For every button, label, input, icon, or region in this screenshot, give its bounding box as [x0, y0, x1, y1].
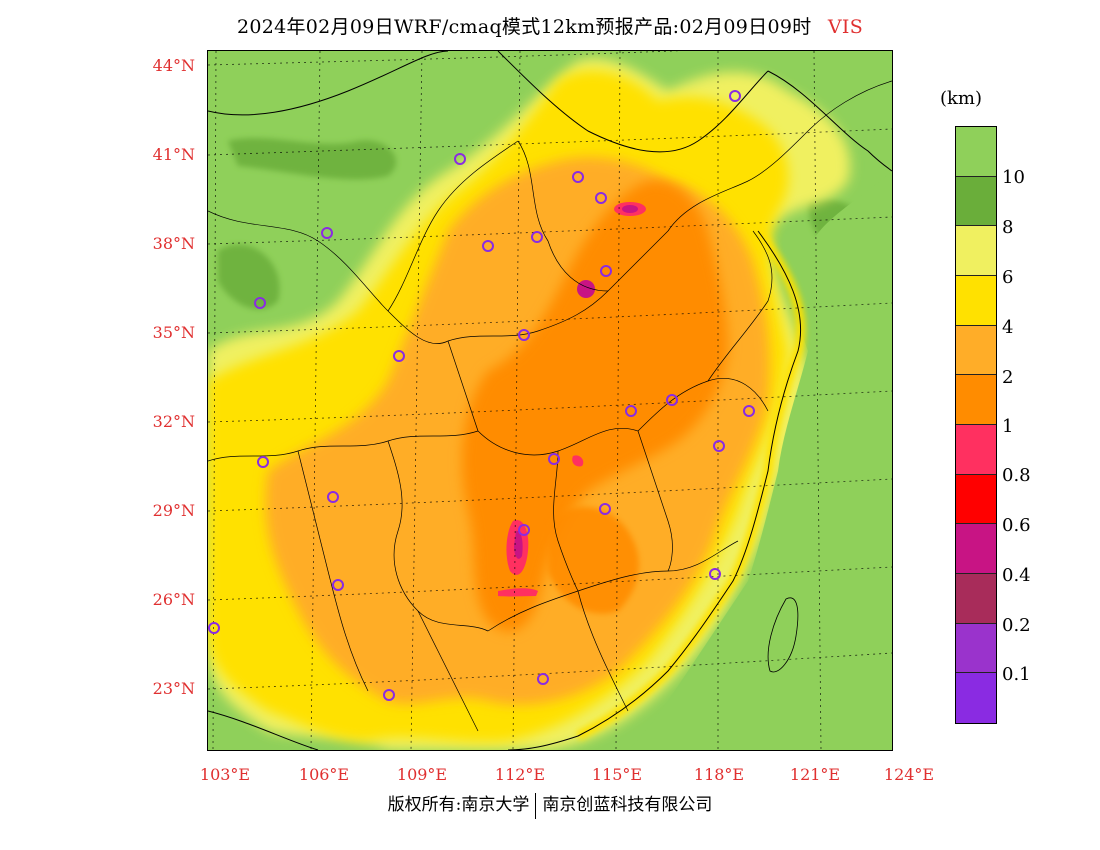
copyright-footer: 版权所有:南京大学 南京创蓝科技有限公司: [0, 790, 1100, 819]
legend-swatch: [956, 176, 996, 227]
copyright-left: 版权所有:南京大学: [387, 795, 530, 815]
city-marker: [729, 90, 741, 102]
legend-swatch: [956, 424, 996, 475]
lat-label-32n: 32°N: [152, 412, 195, 431]
legend-swatch: [956, 524, 996, 574]
legend-swatch: [956, 325, 996, 376]
title-main: 2024年02月09日WRF/cmaq模式12km预报产品:02月09日09时: [236, 16, 812, 38]
lon-label-124e: 124°E: [883, 765, 935, 784]
legend-label: 0.4: [1002, 565, 1031, 586]
city-marker: [666, 394, 678, 406]
legend-swatch: [956, 275, 996, 326]
province-borders: [208, 80, 892, 732]
city-marker: [537, 673, 549, 685]
city-marker: [321, 227, 333, 239]
lon-label-112e: 112°E: [494, 765, 546, 784]
legend-colorbar: [955, 126, 997, 724]
city-marker: [599, 503, 611, 515]
lon-label-106e: 106°E: [298, 765, 350, 784]
visibility-map: [207, 50, 893, 751]
city-marker: [595, 192, 607, 204]
taiwan-island: [767, 597, 799, 673]
legend-swatch: [956, 127, 996, 177]
legend-label: 10: [1002, 167, 1025, 188]
visibility-1km-region: [462, 180, 728, 632]
city-marker: [548, 453, 560, 465]
city-marker: [713, 440, 725, 452]
map-title: 2024年02月09日WRF/cmaq模式12km预报产品:02月09日09时 …: [0, 12, 1100, 39]
legend-label: 0.1: [1002, 664, 1031, 685]
legend-label: 1: [1002, 416, 1014, 437]
lat-label-38n: 38°N: [152, 234, 195, 253]
city-marker: [518, 524, 530, 536]
city-marker: [572, 171, 584, 183]
lat-label-26n: 26°N: [152, 590, 195, 609]
city-marker: [600, 265, 612, 277]
city-marker: [257, 456, 269, 468]
copyright-right: 南京创蓝科技有限公司: [542, 795, 713, 815]
legend-swatch: [956, 623, 996, 674]
legend-swatch: [956, 673, 996, 723]
sea-area: [628, 171, 892, 750]
city-markers: [208, 90, 755, 701]
city-marker: [327, 491, 339, 503]
legend-label: 0.6: [1002, 515, 1031, 536]
city-marker: [743, 405, 755, 417]
city-marker: [518, 329, 530, 341]
lat-label-41n: 41°N: [152, 145, 195, 164]
city-marker: [531, 231, 543, 243]
city-marker: [454, 153, 466, 165]
legend-swatch: [956, 573, 996, 624]
legend-label: 6: [1002, 267, 1014, 288]
country-borders: [208, 51, 892, 750]
map-canvas: [208, 51, 892, 750]
legend-unit: (km): [940, 88, 983, 109]
legend-swatch: [956, 375, 996, 425]
legend-label: 0.2: [1002, 615, 1031, 636]
title-variable: VIS: [827, 16, 864, 38]
lat-label-35n: 35°N: [152, 323, 195, 342]
legend-label: 0.8: [1002, 465, 1031, 486]
lon-label-118e: 118°E: [693, 765, 745, 784]
city-marker: [625, 405, 637, 417]
city-marker: [709, 568, 721, 580]
lon-label-121e: 121°E: [789, 765, 841, 784]
lat-label-44n: 44°N: [152, 56, 195, 75]
lon-label-109e: 109°E: [396, 765, 448, 784]
city-marker: [393, 350, 405, 362]
legend-swatch: [956, 474, 996, 525]
city-marker: [482, 240, 494, 252]
legend-label: 2: [1002, 367, 1014, 388]
lon-label-103e: 103°E: [199, 765, 251, 784]
lat-label-29n: 29°N: [152, 501, 195, 520]
lat-label-23n: 23°N: [152, 679, 195, 698]
lon-label-115e: 115°E: [591, 765, 643, 784]
city-marker: [254, 297, 266, 309]
footer-separator: [535, 792, 537, 819]
legend-swatch: [956, 226, 996, 276]
legend-label: 4: [1002, 317, 1014, 338]
city-marker: [332, 579, 344, 591]
city-marker: [383, 689, 395, 701]
legend-label: 8: [1002, 217, 1014, 238]
city-marker: [208, 622, 220, 634]
